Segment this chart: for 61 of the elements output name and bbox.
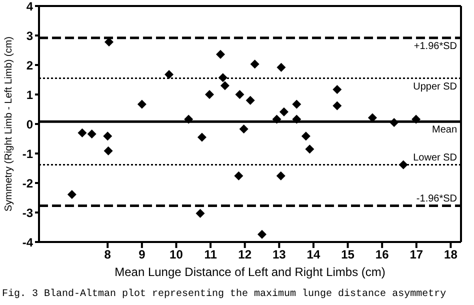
point bbox=[220, 81, 230, 90]
point bbox=[332, 101, 342, 110]
point bbox=[390, 118, 399, 128]
x-tick-label: 15 bbox=[341, 248, 355, 262]
point bbox=[272, 114, 282, 124]
point bbox=[87, 130, 96, 139]
point bbox=[103, 132, 112, 141]
y-tick-label: 0 bbox=[26, 117, 34, 132]
point bbox=[301, 132, 310, 141]
point bbox=[234, 171, 244, 180]
point bbox=[164, 70, 174, 79]
point bbox=[332, 84, 342, 94]
x-tick-label: 14 bbox=[306, 248, 320, 262]
y-tick-label: -3 bbox=[22, 206, 34, 220]
point bbox=[412, 114, 421, 124]
point bbox=[218, 73, 228, 82]
y-tick-label: -1 bbox=[22, 146, 34, 161]
point bbox=[246, 96, 255, 105]
x-tick-label: 17 bbox=[410, 248, 424, 262]
point bbox=[216, 50, 225, 59]
point bbox=[67, 190, 76, 200]
point bbox=[279, 107, 288, 116]
point bbox=[196, 208, 205, 218]
point bbox=[235, 90, 244, 99]
y-tick-label: 3 bbox=[26, 28, 34, 43]
x-tick-label: 10 bbox=[170, 248, 184, 262]
x-tick-label: 9 bbox=[138, 248, 146, 262]
point bbox=[137, 100, 146, 109]
x-tick-label: 13 bbox=[272, 248, 286, 262]
point bbox=[258, 230, 267, 239]
point bbox=[276, 171, 286, 180]
ref-line-label: +1.96*SD bbox=[414, 40, 457, 52]
y-tick-label: 2 bbox=[26, 58, 34, 72]
point bbox=[250, 60, 260, 69]
y-tick-label: -4 bbox=[22, 235, 34, 250]
point bbox=[197, 132, 206, 142]
caption: Fig. 3 Bland-Altman plot representing the maximum lunge distance asymmetry bbox=[2, 289, 446, 300]
point bbox=[305, 144, 314, 154]
y-tick-label: -2 bbox=[22, 176, 34, 190]
point bbox=[239, 124, 248, 134]
ref-line-label: Mean bbox=[432, 124, 457, 136]
point bbox=[292, 114, 302, 124]
point bbox=[104, 146, 113, 156]
x-tick-label: 12 bbox=[238, 248, 252, 262]
point bbox=[276, 62, 286, 72]
y-axis-title: Symmetry (Right Limb - Left Limb) (cm) bbox=[4, 36, 15, 212]
x-tick-label: 11 bbox=[204, 248, 218, 262]
y-tick-label: 1 bbox=[26, 88, 34, 102]
ref-line-label: -1.96*SD bbox=[416, 194, 457, 205]
point bbox=[398, 160, 408, 170]
ref-line-label: Lower SD bbox=[413, 152, 457, 164]
x-tick-label: 18 bbox=[444, 248, 458, 262]
point bbox=[78, 128, 87, 138]
x-tick-label: 8 bbox=[104, 248, 112, 262]
ref-line-label: Upper SD bbox=[413, 81, 457, 92]
x-tick-label: 16 bbox=[375, 248, 390, 262]
y-tick-label: 4 bbox=[26, 0, 34, 14]
point bbox=[292, 100, 302, 109]
x-axis-title: Mean Lunge Distance of Left and Right Limbs (cm) bbox=[114, 265, 386, 279]
point bbox=[184, 114, 194, 124]
point bbox=[205, 90, 214, 99]
